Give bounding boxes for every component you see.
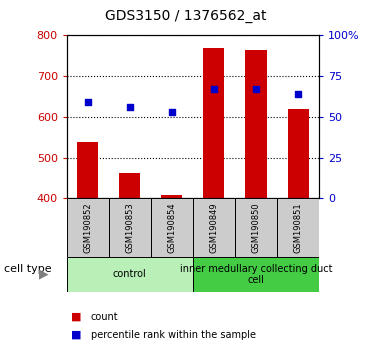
Text: GSM190850: GSM190850 [252, 202, 260, 253]
Text: GSM190852: GSM190852 [83, 202, 92, 253]
Point [295, 91, 301, 97]
Bar [119, 173, 140, 198]
Text: ■: ■ [70, 330, 81, 339]
Text: cell type: cell type [4, 264, 51, 274]
Text: control: control [113, 269, 147, 279]
Text: GSM190853: GSM190853 [125, 202, 134, 253]
Point [253, 86, 259, 92]
Point [169, 109, 175, 115]
Bar [109, 198, 151, 257]
Text: ■: ■ [70, 312, 81, 322]
Text: count: count [91, 312, 118, 322]
Point [85, 99, 91, 105]
Text: GSM190854: GSM190854 [167, 202, 176, 253]
Bar [193, 198, 235, 257]
Bar [67, 257, 193, 292]
Text: GSM190849: GSM190849 [210, 202, 219, 253]
Text: ▶: ▶ [39, 268, 49, 281]
Text: percentile rank within the sample: percentile rank within the sample [91, 330, 256, 339]
Bar [67, 198, 109, 257]
Bar [203, 48, 224, 198]
Text: GSM190851: GSM190851 [293, 202, 302, 253]
Bar [193, 257, 319, 292]
Text: GDS3150 / 1376562_at: GDS3150 / 1376562_at [105, 9, 266, 23]
Text: inner medullary collecting duct
cell: inner medullary collecting duct cell [180, 263, 332, 285]
Point [127, 104, 133, 110]
Bar [277, 198, 319, 257]
Bar [246, 51, 266, 198]
Bar [77, 142, 98, 198]
Bar [151, 198, 193, 257]
Bar [288, 109, 309, 198]
Bar [235, 198, 277, 257]
Bar [161, 195, 183, 198]
Point [211, 86, 217, 92]
